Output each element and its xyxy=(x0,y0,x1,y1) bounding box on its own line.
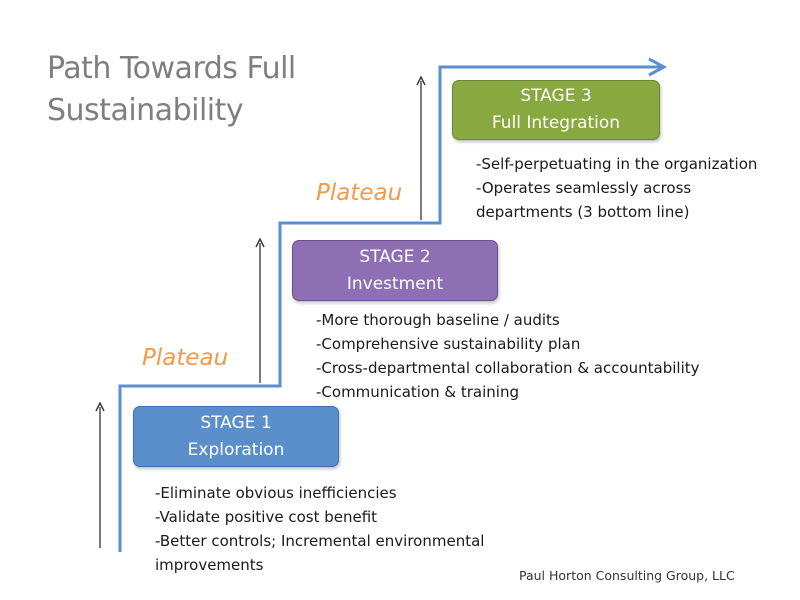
plateau-label-2: Plateau xyxy=(316,180,403,206)
progress-path-arrowhead xyxy=(648,57,668,77)
plateau-label-1: Plateau xyxy=(142,345,229,371)
bullet-item: -Validate positive cost benefit xyxy=(155,508,378,526)
credit-text: Paul Horton Consulting Group, LLC xyxy=(519,568,735,583)
stage-2-subtitle: Investment xyxy=(346,273,444,294)
stage-1-box: STAGE 1 Exploration xyxy=(133,406,339,467)
title-line-2: Sustainability xyxy=(47,93,244,128)
stage-2-bullets: -More thorough baseline / audits -Compre… xyxy=(316,308,776,404)
bullet-item: -More thorough baseline / audits xyxy=(316,311,560,329)
stage-3-box: STAGE 3 Full Integration xyxy=(452,80,660,140)
stage-3-name: STAGE 3 xyxy=(520,86,592,106)
stage-1-name: STAGE 1 xyxy=(200,412,272,433)
bullet-item: -Cross-departmental collaboration & acco… xyxy=(316,359,700,377)
stage-3-subtitle: Full Integration xyxy=(491,113,621,133)
title-line-1: Path Towards Full xyxy=(47,51,296,86)
page-title: Path Towards Full Sustainability xyxy=(47,48,296,132)
bullet-item: -Communication & training xyxy=(316,383,519,401)
stage-1-bullets: -Eliminate obvious inefficiencies -Valid… xyxy=(155,481,535,577)
bullet-item: -Comprehensive sustainability plan xyxy=(316,335,581,353)
stage-3-bullets: -Self-perpetuating in the organization -… xyxy=(476,152,786,224)
bullet-item: -Self-perpetuating in the organization xyxy=(476,155,758,173)
stage-2-box: STAGE 2 Investment xyxy=(292,240,498,301)
stage-2-name: STAGE 2 xyxy=(359,246,431,267)
progress-path xyxy=(118,65,662,552)
bullet-item: -Operates seamlessly across departments … xyxy=(476,179,692,221)
stage-1-subtitle: Exploration xyxy=(187,439,285,460)
bullet-item: -Better controls; Incremental environmen… xyxy=(155,532,485,574)
bullet-item: -Eliminate obvious inefficiencies xyxy=(155,484,397,502)
